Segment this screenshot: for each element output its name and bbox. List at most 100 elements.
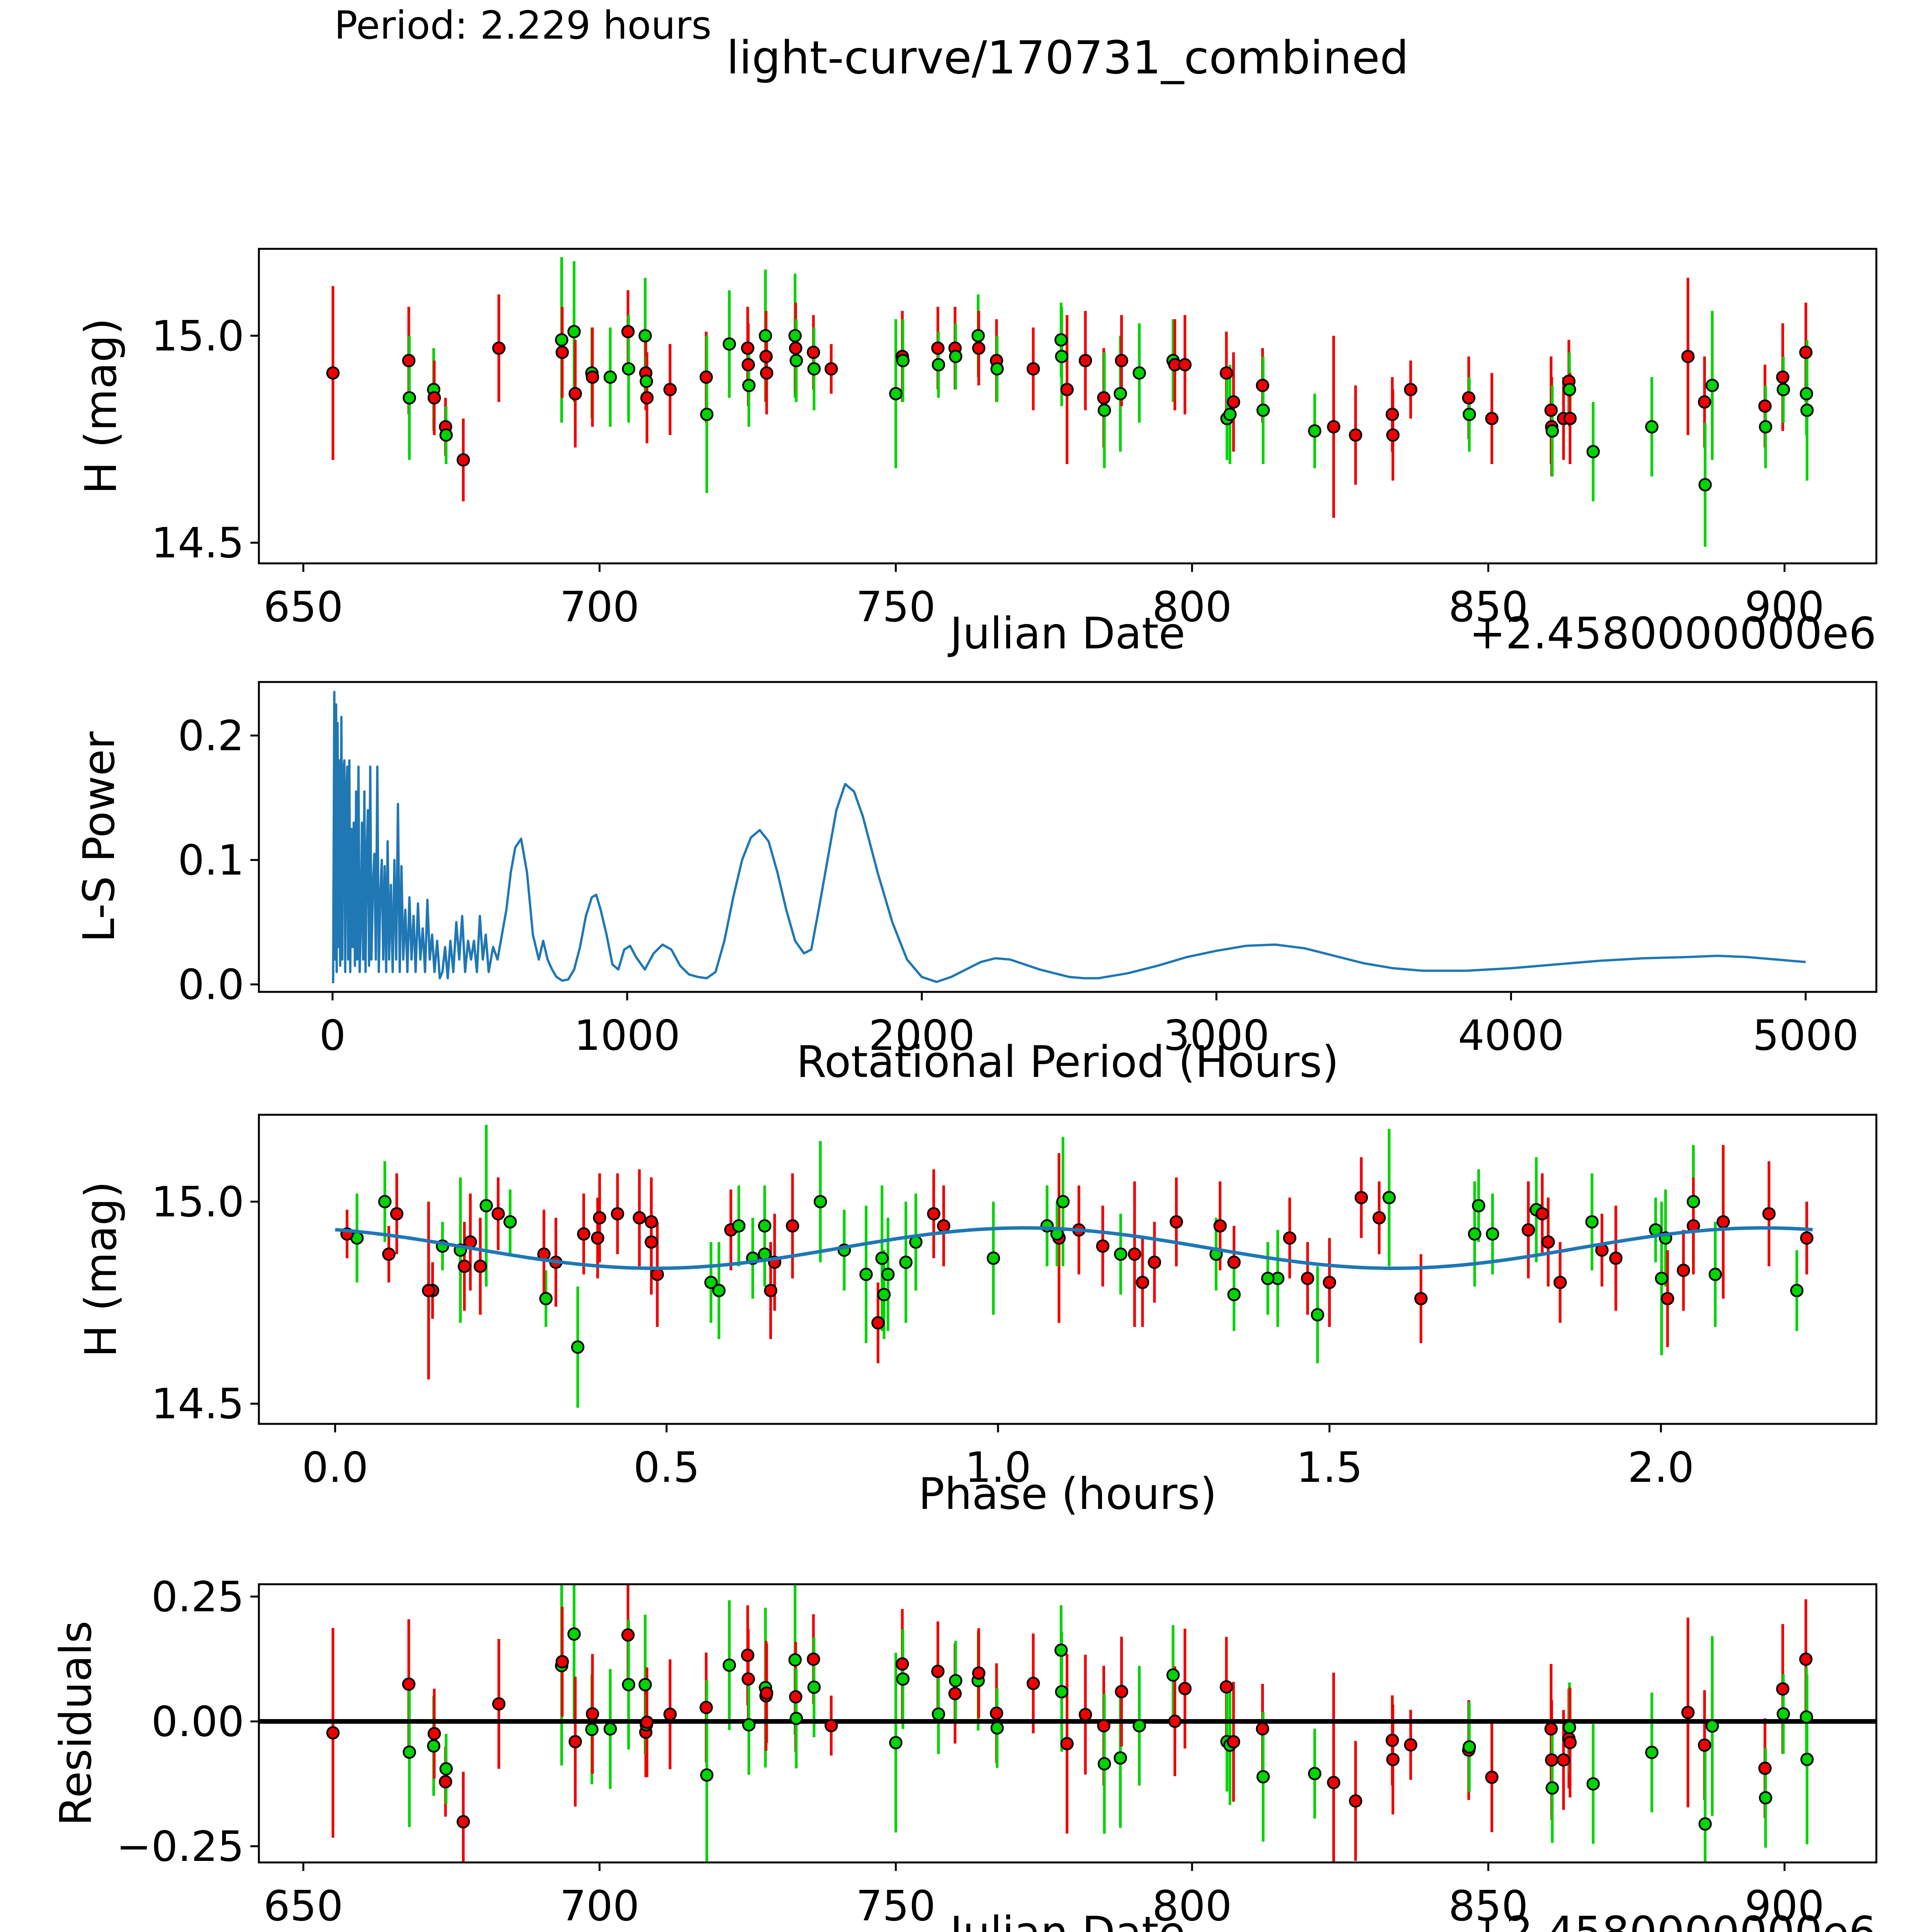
x-tick-label: 650: [264, 1882, 343, 1930]
data-point: [1759, 1791, 1772, 1804]
x-tick-label: 0.5: [633, 1444, 700, 1492]
data-layer: [259, 1584, 1876, 1862]
scatter-points-group: [340, 1191, 1814, 1354]
data-point: [1227, 395, 1240, 409]
data-point: [1178, 1682, 1192, 1696]
data-point: [742, 358, 755, 372]
data-point: [622, 362, 636, 376]
x-tick-label: 700: [560, 1882, 639, 1930]
data-point: [382, 1247, 396, 1261]
data-point: [1800, 1753, 1814, 1766]
data-point: [1097, 1719, 1111, 1733]
x-tick-label: 0: [319, 1012, 346, 1060]
data-point: [1055, 350, 1068, 363]
figure-title: light-curve/170731_combined: [726, 31, 1409, 84]
data-point: [585, 1723, 599, 1736]
data-point: [742, 1672, 755, 1686]
y-tick-label: −0.25: [116, 1823, 244, 1871]
axes-spines: [258, 681, 1878, 993]
data-point: [1133, 1719, 1146, 1733]
data-point: [700, 408, 714, 421]
data-point: [742, 379, 756, 392]
x-tick-label: 1.0: [965, 1444, 1031, 1492]
data-point: [611, 1207, 624, 1221]
data-point: [1563, 1736, 1577, 1749]
data-point: [326, 1726, 340, 1740]
x-tick-label: 2.0: [1628, 1444, 1694, 1492]
data-point: [1541, 1235, 1555, 1249]
data-point: [663, 383, 677, 396]
data-point: [1386, 428, 1400, 442]
data-point: [949, 1674, 963, 1687]
x-tick-label: 1000: [574, 1012, 680, 1060]
data-point: [1311, 1308, 1325, 1321]
y-tick-label: 14.5: [151, 1380, 244, 1429]
data-point: [1522, 1223, 1535, 1237]
residuals-plot: 650 700 750 800 850 900 0.25 0.00 −0.25: [116, 1573, 1878, 1930]
data-point: [1661, 1292, 1674, 1306]
data-point: [824, 1719, 838, 1733]
data-point: [1681, 350, 1695, 363]
x-tick-label: 700: [560, 583, 639, 631]
data-point: [1055, 1685, 1068, 1699]
data-point: [593, 1211, 607, 1225]
data-point: [1114, 1247, 1128, 1261]
data-point: [1256, 403, 1270, 417]
data-point: [895, 1657, 909, 1671]
data-layer: [332, 690, 1806, 983]
data-point: [586, 370, 599, 384]
y-tick-label: 15.0: [151, 1178, 244, 1226]
data-point: [1327, 1776, 1340, 1789]
data-point: [1301, 1272, 1315, 1285]
data-point: [427, 391, 441, 405]
axes-spines: [258, 1114, 1878, 1425]
data-point: [1166, 1668, 1180, 1682]
data-point: [492, 1207, 505, 1221]
data-point: [539, 1292, 553, 1306]
data-point: [1463, 1740, 1476, 1754]
data-point: [439, 1775, 452, 1789]
data-point: [889, 1736, 903, 1750]
data-point: [1655, 1272, 1668, 1285]
data-point: [1544, 403, 1558, 417]
error-bars-group: [345, 1125, 1808, 1408]
plot0-xlabel: Julian Date: [947, 609, 1185, 659]
data-point: [1698, 1738, 1711, 1752]
data-point: [604, 1722, 617, 1736]
data-point: [1414, 1292, 1428, 1306]
data-point: [473, 1259, 487, 1273]
data-point: [875, 1251, 889, 1265]
data-point: [555, 345, 569, 359]
data-point: [1790, 1284, 1804, 1298]
data-point: [1283, 1231, 1296, 1245]
data-point: [1404, 383, 1418, 396]
data-point: [402, 1677, 416, 1691]
data-point: [1462, 391, 1476, 405]
data-layer: [335, 1125, 1814, 1408]
y-tick-label: 0.0: [178, 961, 244, 1009]
data-point: [567, 1627, 581, 1641]
data-point: [990, 362, 1004, 376]
data-point: [1227, 1735, 1240, 1748]
data-point: [1404, 1738, 1418, 1752]
data-point: [403, 391, 416, 405]
data-point: [1097, 403, 1111, 417]
x-tick-label: 850: [1449, 583, 1528, 631]
data-point: [1486, 1227, 1499, 1241]
data-point: [1706, 379, 1719, 392]
data-point: [723, 1658, 736, 1672]
data-point: [645, 1215, 658, 1229]
x-tick-label: 900: [1745, 583, 1824, 631]
data-point: [1078, 1708, 1092, 1721]
data-point: [378, 1195, 392, 1209]
data-point: [1382, 1191, 1396, 1204]
data-point: [427, 1727, 441, 1740]
data-point: [1758, 399, 1772, 413]
data-point: [1586, 1777, 1600, 1791]
data-point: [555, 333, 568, 347]
data-point: [1056, 1195, 1070, 1209]
data-point: [1114, 1751, 1127, 1765]
plot1-ylabel: L-S Power: [74, 731, 124, 942]
data-point: [806, 345, 820, 359]
